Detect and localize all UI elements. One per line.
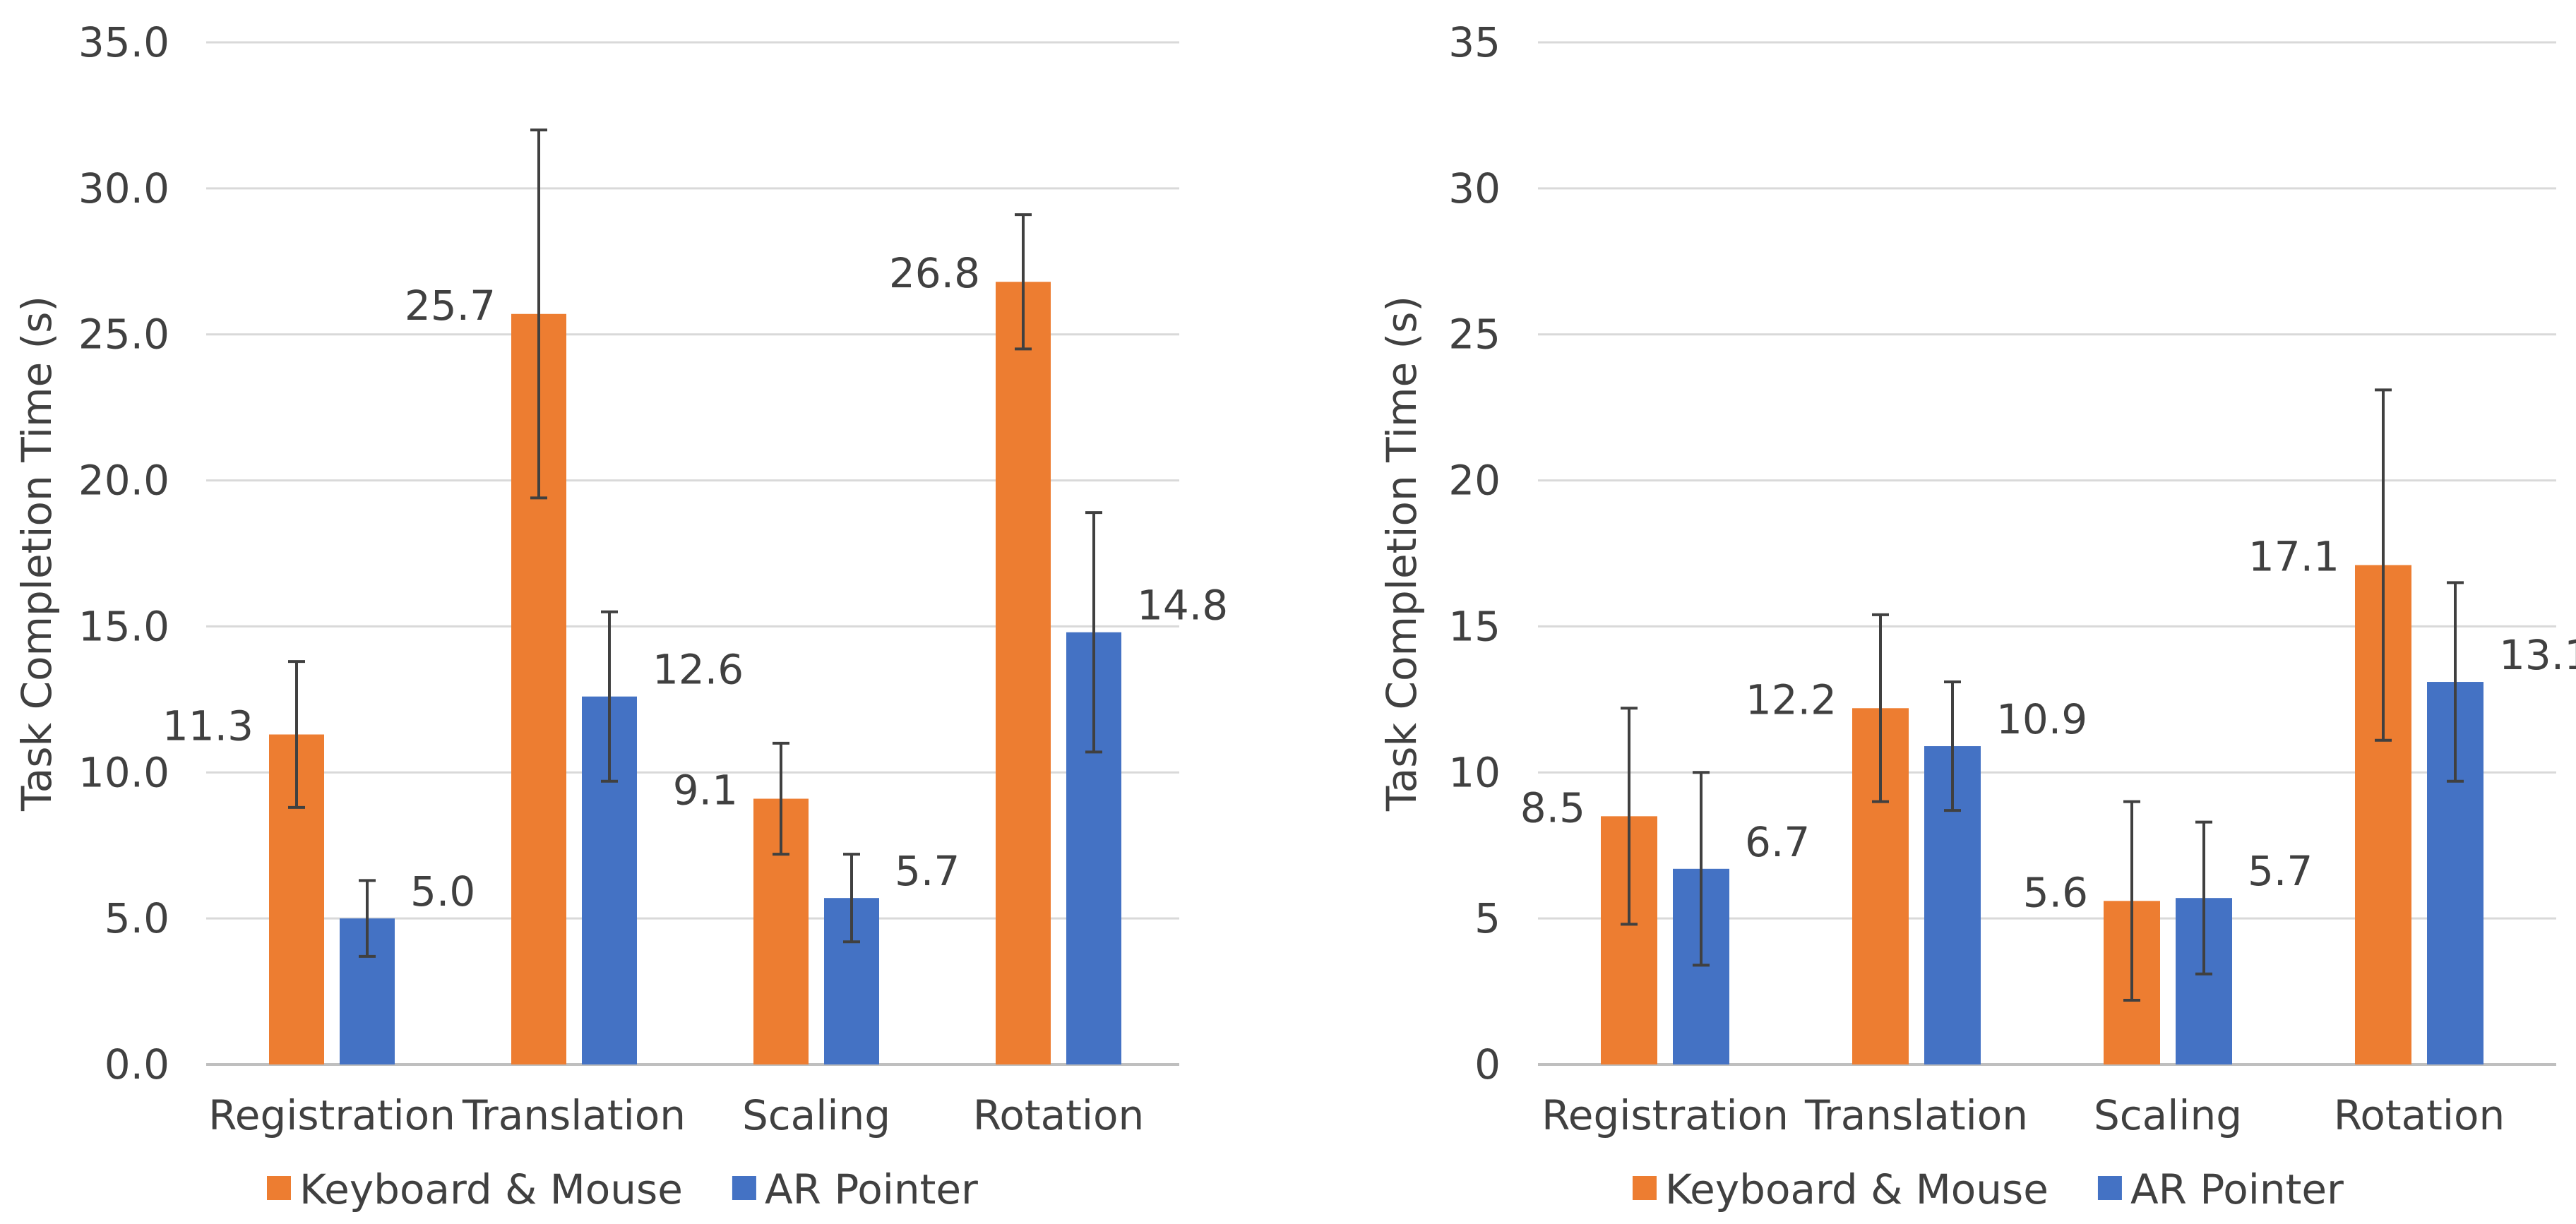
y-tick-label: 5 [1474, 894, 1501, 942]
y-tick-label: 25.0 [78, 311, 169, 359]
y-tick-label: 0 [1474, 1040, 1501, 1088]
x-category-label: Registration [208, 1091, 455, 1139]
y-tick-label: 30.0 [78, 164, 169, 212]
chart-right: 0 5 10 15 20 25 30 35 Task Completion Time (s) 8.… [1378, 18, 2576, 1213]
data-label: 10.9 [1996, 695, 2087, 743]
x-category-label: Scaling [2094, 1091, 2242, 1139]
y-tick-label: 30 [1448, 164, 1501, 212]
y-tick-label: 20.0 [78, 457, 169, 505]
legend-swatch [267, 1176, 291, 1200]
x-category-label: Rotation [2334, 1091, 2505, 1139]
data-label: 26.8 [889, 249, 980, 297]
data-label: 5.7 [2248, 847, 2313, 895]
y-tick-label: 15 [1448, 602, 1501, 650]
data-label: 8.5 [1520, 784, 1585, 832]
x-category-label: Rotation [973, 1091, 1145, 1139]
data-label: 12.2 [1746, 676, 1837, 724]
y-tick-label: 5.0 [105, 894, 169, 942]
data-label: 13.1 [2499, 631, 2576, 679]
data-label: 25.7 [405, 282, 496, 330]
x-category-label: Translation [462, 1091, 686, 1139]
y-tick-label: 35 [1448, 18, 1501, 66]
y-tick-label: 15.0 [78, 602, 169, 650]
y-tick-label: 0.0 [105, 1040, 169, 1088]
legend-label: AR Pointer [2130, 1165, 2344, 1213]
x-category-label: Translation [1804, 1091, 2028, 1139]
y-tick-label: 35.0 [78, 18, 169, 66]
data-label: 12.6 [652, 646, 744, 694]
legend-swatch [1633, 1176, 1657, 1200]
y-tick-label: 10 [1448, 748, 1501, 796]
data-label: 9.1 [673, 767, 738, 815]
y-tick-label: 10.0 [78, 748, 169, 796]
data-label: 5.0 [410, 868, 475, 916]
data-label: 5.6 [2023, 868, 2088, 916]
legend-swatch [732, 1176, 756, 1200]
data-label: 6.7 [1745, 818, 1810, 866]
y-axis-title: Task Completion Time (s) [13, 296, 61, 812]
data-label: 17.1 [2248, 533, 2339, 581]
legend-swatch [2097, 1176, 2122, 1200]
x-category-label: Registration [1542, 1091, 1789, 1139]
y-tick-label: 20 [1448, 457, 1501, 505]
x-category-label: Scaling [742, 1091, 890, 1139]
legend-label: AR Pointer [765, 1165, 978, 1213]
legend-label: Keyboard & Mouse [1665, 1165, 2049, 1213]
bar [996, 282, 1051, 1064]
data-label: 11.3 [162, 702, 254, 750]
data-label: 14.8 [1137, 582, 1228, 630]
y-axis-title: Task Completion Time (s) [1378, 296, 1426, 812]
y-tick-label: 25 [1448, 311, 1501, 359]
data-label: 5.7 [895, 847, 960, 895]
legend-label: Keyboard & Mouse [299, 1165, 683, 1213]
chart-left: 0.0 5.0 10.0 15.0 20.0 25.0 30.0 35.0 Task Compl… [13, 18, 1228, 1213]
